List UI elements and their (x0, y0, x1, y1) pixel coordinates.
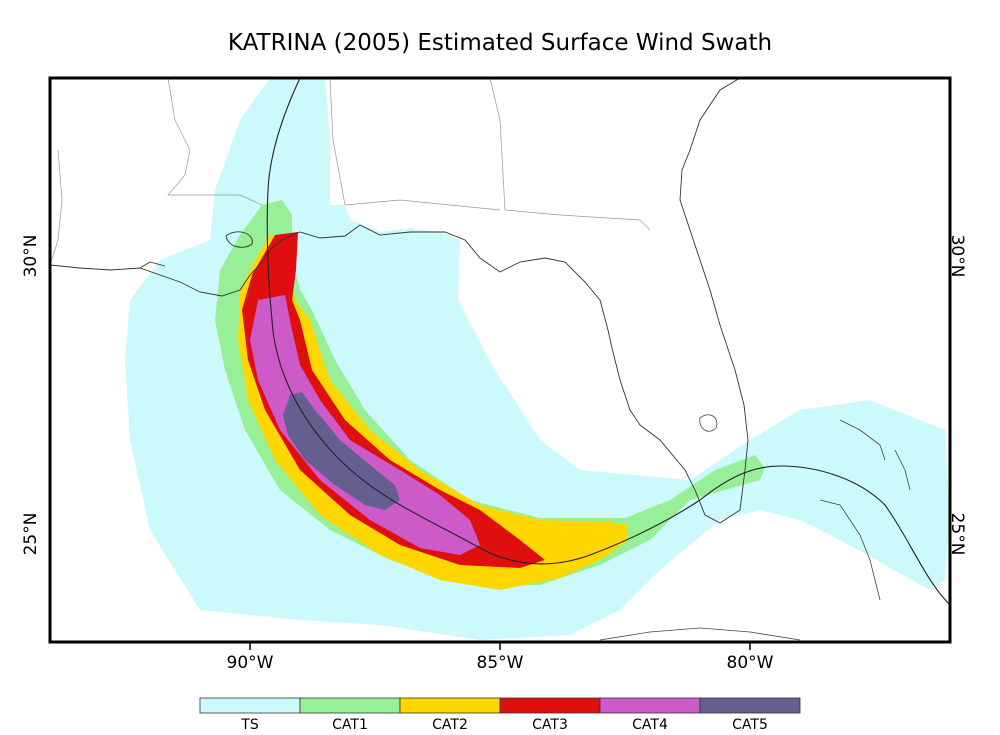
caribbean-coastlines (599, 414, 911, 641)
lon-tick-label: 90°W (227, 653, 274, 673)
legend-label: CAT2 (432, 717, 468, 733)
cat4-swath (250, 295, 480, 555)
lat-tick-label-right: 25°N (947, 513, 967, 556)
legend-label: TS (240, 717, 259, 733)
storm-track (266, 78, 950, 606)
cat3-swath (242, 232, 545, 568)
legend-swatch (199, 697, 301, 714)
lat-tick-label-left: 25°N (21, 513, 41, 556)
legend-swatch (299, 697, 401, 714)
tick-marks (249, 642, 751, 650)
legend-swatch (499, 697, 601, 714)
legend-label: CAT1 (332, 717, 368, 733)
legend-label: CAT5 (732, 717, 768, 733)
lat-tick-label-right: 30°N (947, 235, 967, 278)
lon-tick-label: 80°W (727, 653, 774, 673)
map-title: KATRINA (2005) Estimated Surface Wind Sw… (227, 30, 773, 56)
legend: TS CAT1 CAT2 CAT3 CAT4 CAT5 (199, 697, 801, 733)
legend-label: CAT3 (532, 717, 568, 733)
cat5-swath (283, 392, 400, 510)
legend-swatch (699, 697, 801, 714)
legend-swatch (599, 697, 701, 714)
coastline (50, 78, 749, 524)
lat-tick-label-left: 30°N (21, 235, 41, 278)
legend-label: CAT4 (632, 717, 668, 733)
state-borders (50, 78, 651, 266)
legend-swatch (399, 697, 501, 714)
lon-tick-label: 85°W (477, 653, 524, 673)
